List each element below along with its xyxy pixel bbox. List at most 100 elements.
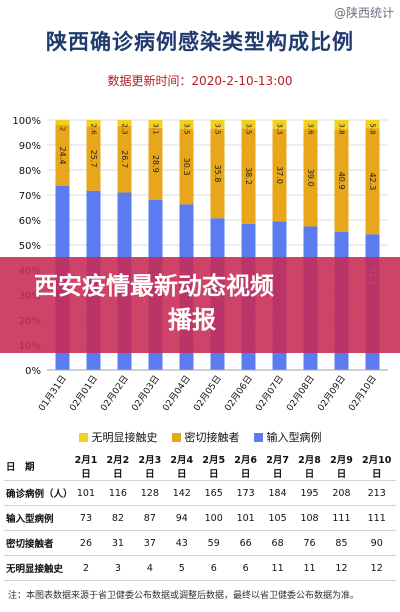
bar-segment <box>179 120 194 129</box>
x-tick-label: 02月05日 <box>191 373 223 413</box>
legend-label: 密切接触者 <box>184 431 240 444</box>
table-cell: 108 <box>293 505 326 531</box>
table-cell: 173 <box>229 480 262 506</box>
y-tick-label: 0% <box>25 366 41 377</box>
table-row: 无明显接触史 2 3 4 5 6 6 11 11 12 12 <box>4 555 396 581</box>
table-header-cell: 2月7日 <box>261 452 294 481</box>
data-label: 3.1 <box>152 123 160 134</box>
table-header-cell: 2月5日 <box>197 452 230 481</box>
table-cell: 116 <box>101 480 134 506</box>
banner-subtitle[interactable]: 播报 <box>168 306 216 334</box>
table-cell: 6 <box>229 555 262 581</box>
table-cell: 12 <box>357 555 396 581</box>
data-label: 2 <box>59 127 67 131</box>
table-header-cell: 2月1日 <box>70 452 102 481</box>
table-cell: 184 <box>261 480 294 506</box>
data-label: 28.9 <box>151 155 160 173</box>
table-row-label: 无明显接触史 <box>4 555 70 581</box>
data-label: 5.8 <box>369 123 377 134</box>
bar-segment <box>86 120 101 127</box>
bar-segment <box>272 120 287 129</box>
table-cell: 73 <box>70 505 102 531</box>
table-cell: 2 <box>70 555 102 581</box>
x-tick-label: 02月07日 <box>253 373 285 413</box>
table-cell: 76 <box>293 530 326 556</box>
table-cell: 11 <box>261 555 294 581</box>
bar-segment <box>365 128 380 235</box>
data-label: 37.0 <box>275 166 284 184</box>
table-cell: 195 <box>293 480 326 506</box>
bar-segment <box>55 125 70 186</box>
table-cell: 6 <box>197 555 230 581</box>
table-cell: 111 <box>357 505 396 531</box>
stacked-bar-chart: 0%10%20%30%40%50%60%70%80%90%100%24.4201… <box>12 116 388 413</box>
table-row-label: 输入型病例 <box>4 505 70 531</box>
data-label: 42.3 <box>368 172 377 190</box>
bar-segment <box>272 128 287 222</box>
x-tick-label: 02月10日 <box>346 373 378 413</box>
y-tick-label: 50% <box>19 241 41 252</box>
bar-segment <box>55 120 70 125</box>
bar-segment <box>334 129 349 232</box>
table-cell: 128 <box>133 480 166 506</box>
table-cell: 82 <box>101 505 134 531</box>
legend-item-close-contact: 密切接触者 <box>171 429 240 445</box>
bar-segment <box>210 120 225 129</box>
y-tick-label: 90% <box>19 141 41 152</box>
table-cell: 111 <box>325 505 358 531</box>
x-tick-label: 02月01日 <box>67 373 99 413</box>
legend-item-no-contact: 无明显接触史 <box>78 429 158 445</box>
bar-segment <box>241 128 256 224</box>
y-tick-label: 60% <box>19 216 41 227</box>
x-tick-label: 02月03日 <box>129 373 161 413</box>
bar-segment <box>148 127 163 200</box>
banner-title[interactable]: 西安疫情最新动态视频 <box>34 272 274 300</box>
table-header-row: 日 期 2月1日 2月2日 2月3日 2月4日 2月5日 2月6日 2月7日 2月8日 2月9日 2… <box>4 452 396 481</box>
table-header-cell: 2月3日 <box>133 452 166 481</box>
video-banner[interactable] <box>0 257 400 353</box>
y-tick-label: 70% <box>19 191 41 202</box>
x-tick-label: 01月31日 <box>36 373 68 413</box>
legend-label: 无明显接触史 <box>91 431 158 444</box>
table-cell: 26 <box>70 530 102 556</box>
legend-label: 输入型病例 <box>266 431 322 444</box>
table-header-cell: 2月2日 <box>101 452 134 481</box>
footnote: 注：本图表数据来源于省卫健委公布数据或调整后数据，最终以省卫健委公布数据为准。 <box>8 591 360 601</box>
bar-segment <box>334 120 349 130</box>
table-cell: 213 <box>357 480 396 506</box>
table-cell: 3 <box>101 555 134 581</box>
data-label: 3.5 <box>183 123 191 134</box>
table-cell: 94 <box>165 505 198 531</box>
table-cell: 85 <box>325 530 358 556</box>
table-row-label: 确诊病例（人） <box>4 480 73 506</box>
bar-segment <box>365 120 380 129</box>
data-label: 30.3 <box>182 158 191 176</box>
data-label: 3.8 <box>338 123 346 134</box>
table-cell: 165 <box>197 480 230 506</box>
data-label: 40.9 <box>337 172 346 190</box>
bar-segment <box>210 128 225 219</box>
watermark: @陕西统计 <box>333 6 394 20</box>
table-cell: 37 <box>133 530 166 556</box>
table-cell: 12 <box>325 555 358 581</box>
table-header-cell: 2月8日 <box>293 452 326 481</box>
bar-segment <box>303 120 318 129</box>
bar-segment <box>179 128 194 205</box>
table-cell: 11 <box>293 555 326 581</box>
table-cell: 43 <box>165 530 198 556</box>
data-table: 日 期 2月1日 2月2日 2月3日 2月4日 2月5日 2月6日 2月7日 2月8日 2月9日 2… <box>4 452 396 581</box>
legend-item-imported: 输入型病例 <box>253 429 322 445</box>
x-tick-label: 02月08日 <box>284 373 316 413</box>
table-cell: 31 <box>101 530 134 556</box>
bar-segment <box>148 120 163 128</box>
bar-segment <box>86 126 101 191</box>
bar-segment <box>117 120 132 126</box>
y-tick-label: 80% <box>19 166 41 177</box>
table-cell: 105 <box>261 505 294 531</box>
bar-segment <box>303 129 318 227</box>
table-cell: 87 <box>133 505 166 531</box>
data-label: 35.8 <box>213 165 222 183</box>
table-header-cell: 2月10日 <box>357 452 396 481</box>
table-header-cell: 2月4日 <box>165 452 198 481</box>
table-cell: 101 <box>70 480 102 506</box>
